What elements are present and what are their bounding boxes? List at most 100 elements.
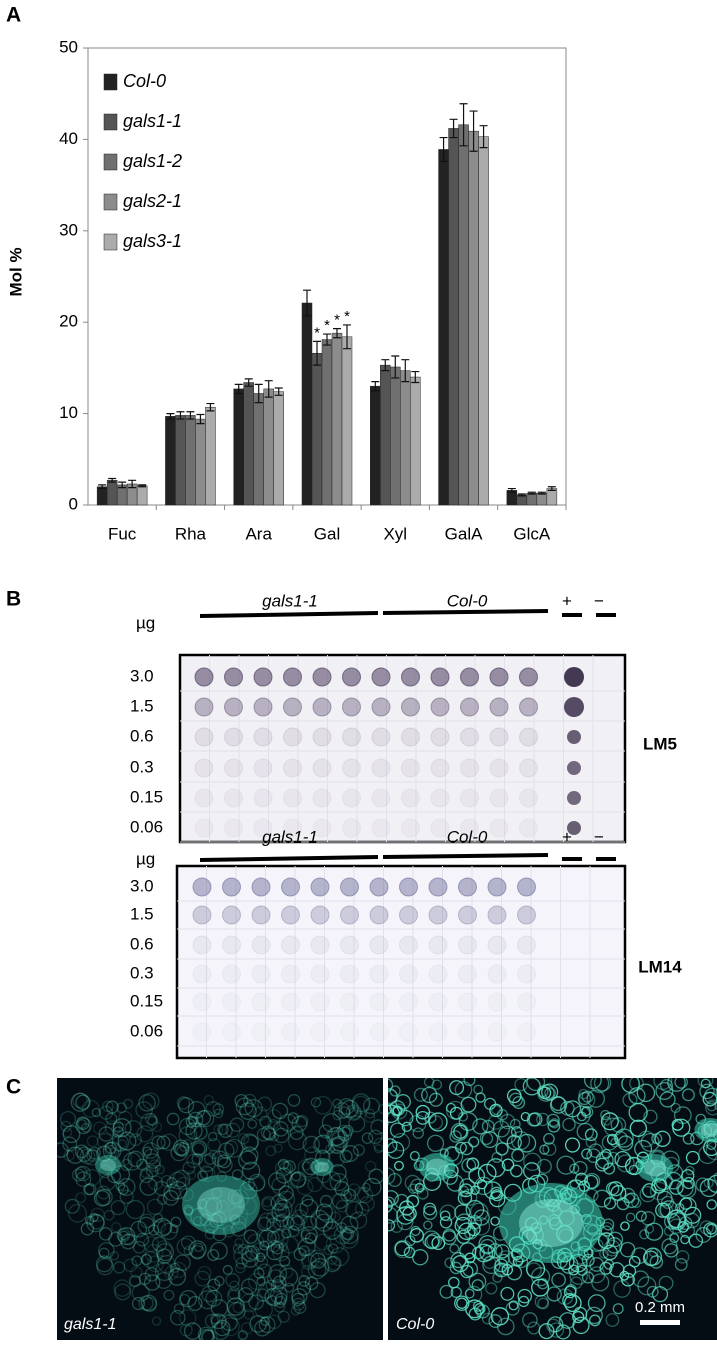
blot-dot [310,992,330,1012]
cell [114,1283,132,1301]
cell [663,1225,674,1237]
cell [230,1189,249,1208]
cell [211,1211,227,1227]
cell [182,1161,196,1175]
cell [605,1313,620,1327]
blot-dot [224,788,243,808]
vascular-bundle [182,1175,260,1235]
blot-dot [192,992,212,1012]
error-bar [459,103,468,147]
cell [86,1148,100,1162]
cell [220,1317,240,1337]
cell [323,1244,334,1256]
cell [221,1217,234,1231]
cell [378,1103,383,1115]
cell [331,1193,348,1210]
cell [76,1146,93,1163]
cell [227,1189,244,1205]
cell [210,1313,227,1330]
cell [487,1114,504,1130]
cell [243,1134,259,1151]
cell [235,1257,248,1270]
blot-dot [342,667,361,687]
cell [266,1217,282,1233]
cell [287,1112,299,1124]
cell [170,1216,182,1228]
cell [397,1109,414,1127]
error-bar [527,491,536,495]
cell [478,1235,497,1254]
cell [271,1228,285,1243]
cell [572,1310,585,1324]
cell [389,1122,406,1138]
cell [699,1220,714,1235]
cell [588,1266,606,1284]
cell [629,1119,648,1137]
cell [266,1211,278,1224]
cell [469,1202,489,1222]
cell [290,1171,307,1188]
cell [204,1218,219,1234]
cell [401,1121,412,1133]
cell [211,1321,230,1340]
cell [117,1139,127,1149]
cell [575,1172,588,1186]
cell [212,1227,227,1242]
cell [208,1149,219,1160]
cell [331,1135,348,1152]
cell [340,1099,359,1118]
cell [287,1131,307,1151]
cell [363,1177,382,1197]
cell [77,1119,87,1129]
group-label: − [594,591,604,610]
blot-dot [567,730,581,744]
cell [129,1275,142,1288]
cell [431,1079,443,1090]
cell [146,1198,164,1216]
amount-label: 0.6 [130,934,154,953]
bar [185,415,196,506]
antibody-label: LM14 [638,957,682,976]
cell [394,1240,410,1257]
blot-dot [428,964,448,984]
cell [170,1261,187,1279]
blot-dot [310,877,330,897]
cell [278,1242,289,1252]
cell [270,1279,284,1293]
legend-label: gals1-2 [123,151,182,171]
cell [543,1132,555,1145]
cell [628,1255,641,1268]
cell [330,1211,341,1223]
cell [207,1131,218,1142]
cell [599,1261,613,1275]
cell [328,1137,345,1154]
cell [140,1113,159,1132]
blot-dot [489,727,509,747]
cell [310,1097,322,1108]
cell [204,1313,219,1329]
cell [422,1230,441,1249]
cell [329,1164,347,1182]
cell [337,1126,353,1141]
cell [243,1229,258,1244]
cell [216,1200,230,1213]
blot-dot [460,788,479,808]
cell [593,1189,612,1208]
cell [622,1092,638,1108]
cell [273,1121,289,1137]
cell [81,1099,100,1118]
cell [62,1136,78,1152]
cell [307,1249,326,1267]
cell [542,1142,557,1157]
cell [531,1267,551,1287]
blot-dot [251,877,271,897]
cell [414,1182,425,1193]
cell [239,1102,257,1120]
cell [304,1232,317,1245]
cell [185,1122,203,1140]
vascular-bundle [425,1158,449,1176]
cell [310,1252,327,1269]
cell [108,1231,124,1247]
cell [179,1289,198,1308]
cell [135,1101,153,1119]
